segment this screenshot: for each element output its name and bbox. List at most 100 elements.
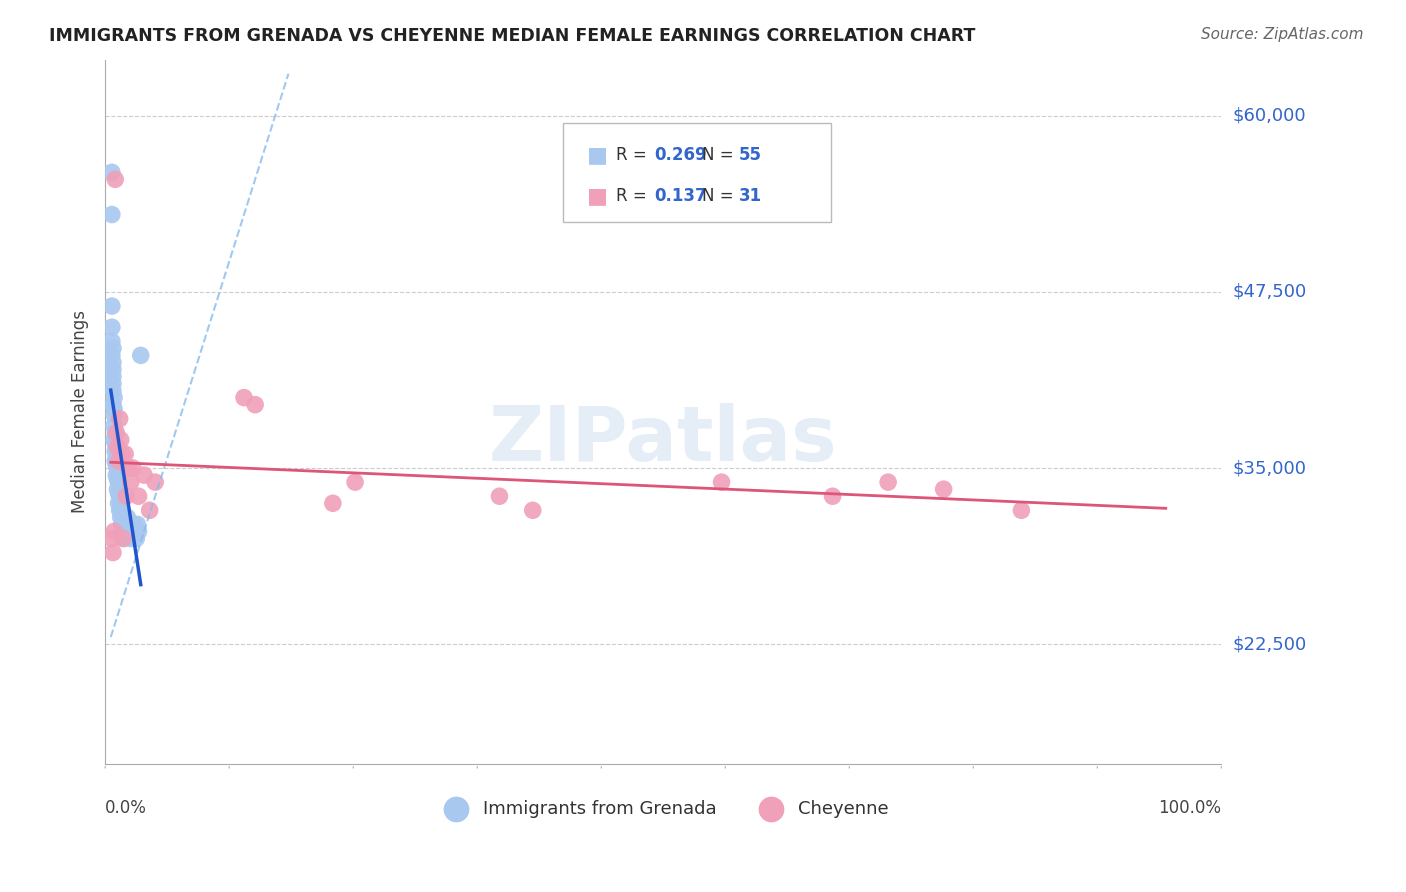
Text: $35,000: $35,000 — [1233, 459, 1306, 477]
Point — [101, 369, 124, 384]
FancyBboxPatch shape — [562, 123, 831, 221]
Point — [108, 489, 131, 503]
Point — [115, 489, 138, 503]
Point — [107, 486, 129, 500]
Point — [233, 391, 256, 405]
Point — [107, 472, 129, 486]
Point — [120, 475, 142, 490]
Point — [103, 524, 125, 539]
Point — [117, 461, 139, 475]
Point — [122, 517, 145, 532]
Point — [877, 475, 900, 490]
Text: ■: ■ — [588, 186, 609, 206]
Legend: Immigrants from Grenada, Cheyenne: Immigrants from Grenada, Cheyenne — [430, 793, 896, 825]
Point — [103, 401, 125, 416]
Text: $60,000: $60,000 — [1233, 107, 1306, 125]
Point — [111, 517, 134, 532]
Point — [101, 348, 124, 362]
Point — [322, 496, 344, 510]
Point — [132, 468, 155, 483]
Point — [124, 524, 146, 539]
Point — [344, 475, 367, 490]
Point — [710, 475, 733, 490]
Point — [243, 398, 266, 412]
Point — [117, 510, 139, 524]
Point — [110, 433, 132, 447]
Point — [105, 450, 128, 464]
Text: N =: N = — [703, 146, 740, 164]
Point — [932, 482, 955, 496]
Point — [127, 517, 149, 532]
Point — [821, 489, 844, 503]
Point — [112, 532, 135, 546]
Point — [104, 444, 127, 458]
Point — [118, 524, 141, 539]
Point — [107, 496, 129, 510]
Text: N =: N = — [703, 187, 740, 205]
Point — [101, 165, 124, 179]
Point — [129, 348, 152, 362]
Point — [101, 398, 124, 412]
Point — [125, 532, 148, 546]
Text: $22,500: $22,500 — [1233, 635, 1306, 653]
Point — [101, 355, 124, 369]
Text: 0.0%: 0.0% — [105, 799, 148, 817]
Point — [105, 440, 128, 454]
Point — [107, 482, 129, 496]
Point — [112, 510, 135, 524]
Point — [105, 468, 128, 483]
Point — [488, 489, 510, 503]
Point — [111, 503, 134, 517]
Point — [104, 435, 127, 450]
Point — [114, 524, 136, 539]
Point — [105, 425, 128, 440]
Point — [103, 391, 125, 405]
Point — [110, 496, 132, 510]
Text: ■: ■ — [588, 145, 609, 165]
Point — [101, 384, 124, 398]
Text: R =: R = — [616, 146, 652, 164]
Text: 55: 55 — [740, 146, 762, 164]
Point — [122, 524, 145, 539]
Point — [101, 376, 124, 391]
Point — [105, 458, 128, 473]
Point — [117, 517, 139, 532]
Point — [111, 532, 134, 546]
Text: $47,500: $47,500 — [1233, 283, 1306, 301]
Text: IMMIGRANTS FROM GRENADA VS CHEYENNE MEDIAN FEMALE EARNINGS CORRELATION CHART: IMMIGRANTS FROM GRENADA VS CHEYENNE MEDI… — [49, 27, 976, 45]
Point — [101, 299, 124, 313]
Point — [111, 524, 134, 539]
Point — [108, 411, 131, 425]
Point — [101, 362, 124, 376]
Point — [101, 342, 124, 356]
Point — [104, 454, 127, 468]
Point — [103, 433, 125, 447]
Point — [107, 461, 129, 475]
Point — [107, 440, 129, 454]
Text: 0.269: 0.269 — [654, 146, 707, 164]
Text: 0.137: 0.137 — [654, 187, 707, 205]
Text: R =: R = — [616, 187, 652, 205]
Point — [104, 425, 127, 440]
Text: 31: 31 — [740, 187, 762, 205]
Point — [111, 447, 134, 461]
Point — [120, 532, 142, 546]
Point — [108, 503, 131, 517]
Point — [101, 320, 124, 334]
Point — [128, 524, 150, 539]
Point — [101, 532, 124, 546]
Point — [122, 461, 145, 475]
Point — [101, 545, 124, 559]
Point — [115, 517, 138, 532]
Point — [114, 447, 136, 461]
Point — [143, 475, 166, 490]
Point — [101, 208, 124, 222]
Point — [138, 503, 160, 517]
Point — [522, 503, 544, 517]
Text: Source: ZipAtlas.com: Source: ZipAtlas.com — [1201, 27, 1364, 42]
Y-axis label: Median Female Earnings: Median Female Earnings — [72, 310, 89, 513]
Point — [103, 418, 125, 433]
Point — [107, 454, 129, 468]
Text: ZIPatlas: ZIPatlas — [489, 403, 838, 477]
Point — [103, 408, 125, 422]
